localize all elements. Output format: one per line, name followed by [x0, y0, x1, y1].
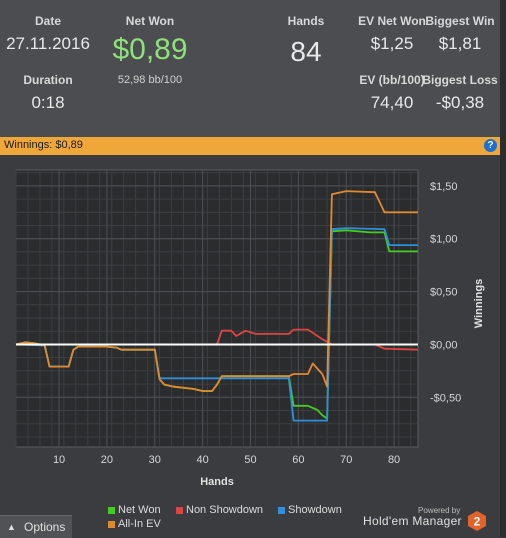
x-tick-label: 80 [388, 454, 400, 466]
legend-label: Showdown [288, 504, 342, 516]
y-tick-label: $1,50 [430, 181, 458, 193]
biggest-loss-value: -$0,38 [435, 93, 485, 112]
legend-swatch [108, 520, 115, 528]
legend-swatch [176, 506, 183, 514]
options-button[interactable]: ▲ Options [0, 515, 72, 538]
brand-badge: 2 [474, 515, 481, 529]
chart-axis-labels: Hands Winnings [200, 279, 485, 488]
legend-label: Non Showdown [186, 504, 264, 516]
x-tick-label: 60 [292, 454, 304, 466]
duration-label: Duration [23, 73, 73, 87]
chart-ticks: 10 20 30 40 50 60 70 80 $1,50 $1,00 $0,50 $0,00 -$0,… [53, 181, 461, 466]
stats-panel: Date 27.11.2016 Duration 0:18 Net Won $0… [0, 0, 500, 137]
options-label: Options [24, 520, 66, 534]
winnings-chart: 10 20 30 40 50 60 70 80 $1,50 $1,00 $0,50 $0,00 -$0,… [15, 169, 485, 488]
help-icon[interactable]: ? [484, 139, 497, 152]
powered-by-label: Powered by [418, 506, 461, 515]
legend-item-all-in-ev[interactable]: All-In EV [108, 518, 161, 530]
y-tick-label: $1,00 [430, 234, 458, 246]
legend-item-net-won[interactable]: Net Won [108, 504, 161, 516]
window-edge [500, 0, 506, 537]
x-tick-label: 40 [197, 454, 209, 466]
y-tick-label: $0,00 [430, 339, 458, 351]
net-won-value: $0,89 [112, 33, 188, 66]
ev-net-won-value: $1,25 [370, 34, 414, 53]
ev-net-won-label: EV Net Won [358, 14, 426, 28]
y-tick-label: $0,50 [430, 287, 458, 299]
y-tick-label: -$0,50 [430, 392, 461, 404]
duration-value: 0:18 [31, 93, 65, 112]
y-axis-title: Winnings [473, 279, 485, 328]
hands-label: Hands [287, 14, 325, 28]
series-line-all-in-ev [15, 190, 418, 392]
chart-lines [15, 190, 419, 422]
legend-label: All-In EV [118, 518, 161, 530]
caret-up-icon: ▲ [7, 522, 16, 532]
biggest-win-value: $1,81 [438, 34, 482, 53]
winnings-banner: Winnings: $0,89 [0, 137, 500, 155]
x-tick-label: 30 [149, 454, 161, 466]
x-tick-label: 10 [53, 454, 65, 466]
brand-label: Hold'em Manager [363, 514, 462, 528]
biggest-loss-label: Biggest Loss [422, 73, 498, 87]
ev-bb100-value: 74,40 [370, 93, 414, 112]
ev-bb100-label: EV (bb/100) [359, 73, 425, 87]
chart-grid [15, 169, 419, 448]
legend-swatch [108, 506, 115, 514]
biggest-win-label: Biggest Win [425, 14, 495, 28]
hands-value: 84 [290, 36, 322, 67]
legend-swatch [278, 506, 285, 514]
x-axis-title: Hands [200, 476, 234, 488]
x-tick-label: 70 [340, 454, 352, 466]
net-won-bb100: 52,98 bb/100 [117, 74, 183, 86]
x-tick-label: 50 [244, 454, 256, 466]
legend-item-showdown[interactable]: Showdown [278, 504, 342, 516]
legend-item-non-showdown[interactable]: Non Showdown [176, 504, 263, 516]
holdem-manager-logo-icon: 2 [468, 511, 486, 531]
net-won-label: Net Won [125, 14, 175, 28]
legend-label: Net Won [118, 504, 161, 516]
winnings-title: Winnings: $0,89 [4, 139, 83, 151]
date-label: Date [34, 14, 62, 28]
x-tick-label: 20 [101, 454, 113, 466]
date-value: 27.11.2016 [6, 34, 90, 53]
